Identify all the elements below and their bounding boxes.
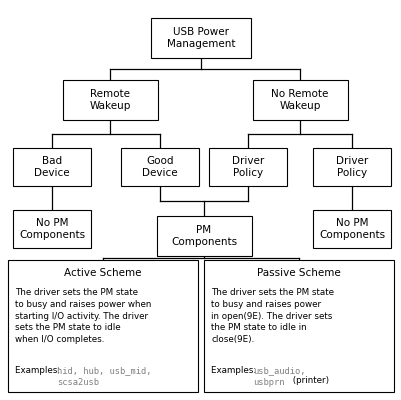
FancyBboxPatch shape bbox=[156, 216, 251, 256]
Text: No Remote
Wakeup: No Remote Wakeup bbox=[271, 89, 328, 111]
FancyBboxPatch shape bbox=[209, 148, 286, 186]
Text: Passive Scheme: Passive Scheme bbox=[257, 268, 340, 278]
Text: usb_audio,
usbprn: usb_audio, usbprn bbox=[252, 366, 305, 387]
Text: Driver
Policy: Driver Policy bbox=[335, 156, 367, 178]
Text: Good
Device: Good Device bbox=[142, 156, 177, 178]
FancyBboxPatch shape bbox=[151, 18, 250, 58]
Text: Driver
Policy: Driver Policy bbox=[231, 156, 263, 178]
Text: The driver sets the PM state
to busy and raises power when
starting I/O activity: The driver sets the PM state to busy and… bbox=[15, 288, 151, 344]
FancyBboxPatch shape bbox=[13, 210, 91, 248]
Text: Examples:: Examples: bbox=[15, 366, 63, 375]
FancyBboxPatch shape bbox=[8, 260, 198, 392]
Text: hid, hub, usb_mid,
scsa2usb: hid, hub, usb_mid, scsa2usb bbox=[57, 366, 151, 387]
Text: Examples:: Examples: bbox=[211, 366, 258, 375]
Text: No PM
Components: No PM Components bbox=[19, 218, 85, 240]
Text: Remote
Wakeup: Remote Wakeup bbox=[89, 89, 130, 111]
Text: (printer): (printer) bbox=[289, 376, 328, 385]
FancyBboxPatch shape bbox=[203, 260, 393, 392]
FancyBboxPatch shape bbox=[312, 210, 390, 248]
FancyBboxPatch shape bbox=[312, 148, 390, 186]
Text: The driver sets the PM state
to busy and raises power
in open(9E). The driver se: The driver sets the PM state to busy and… bbox=[211, 288, 333, 344]
FancyBboxPatch shape bbox=[13, 148, 91, 186]
Text: PM
Components: PM Components bbox=[170, 225, 237, 247]
Text: Bad
Device: Bad Device bbox=[34, 156, 70, 178]
Text: Active Scheme: Active Scheme bbox=[64, 268, 142, 278]
FancyBboxPatch shape bbox=[62, 80, 157, 120]
FancyBboxPatch shape bbox=[121, 148, 198, 186]
Text: No PM
Components: No PM Components bbox=[318, 218, 384, 240]
FancyBboxPatch shape bbox=[252, 80, 346, 120]
Text: USB Power
Management: USB Power Management bbox=[166, 26, 235, 49]
